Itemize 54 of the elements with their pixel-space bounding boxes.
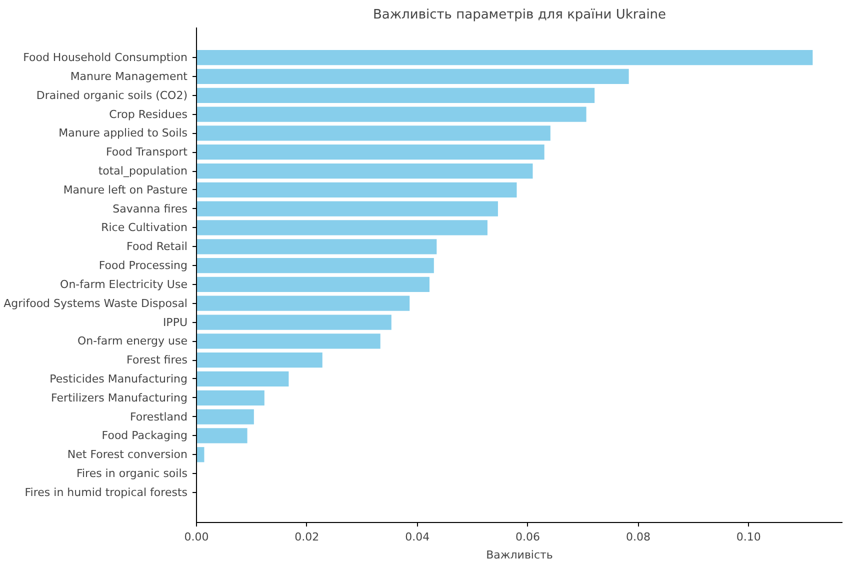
y-tick-label: Crop Residues: [109, 108, 188, 121]
bar: [196, 126, 550, 141]
chart-title: Важливість параметрів для країни Ukraine: [372, 8, 666, 22]
y-tick-label: Fires in organic soils: [76, 467, 188, 480]
y-tick-label: Pesticides Manufacturing: [50, 372, 188, 386]
bar: [196, 371, 289, 387]
bar: [196, 276, 430, 292]
y-tick-label: Savanna fires: [112, 202, 188, 216]
y-tick-label: Food Retail: [126, 240, 188, 254]
y-tick-label: Food Packaging: [102, 429, 188, 442]
bar: [196, 144, 544, 160]
x-tick-label: 0.10: [736, 530, 761, 544]
bar: [196, 163, 533, 179]
bar: [196, 239, 437, 254]
y-tick-label: On-farm energy use: [77, 334, 188, 348]
y-tick-label: Fertilizers Manufacturing: [51, 391, 188, 404]
bar: [196, 201, 498, 216]
y-tick-label: Food Transport: [106, 146, 188, 159]
bar: [196, 106, 586, 122]
y-tick-label: Food Processing: [98, 259, 188, 272]
bar: [196, 428, 248, 444]
y-tick-label: Rice Cultivation: [101, 221, 188, 234]
bar: [196, 68, 629, 84]
bar: [196, 409, 254, 424]
bar: [196, 334, 380, 349]
y-tick-label: Manure Management: [70, 70, 188, 83]
bar: [196, 352, 322, 368]
bar: [196, 182, 517, 198]
bar: [196, 314, 392, 330]
y-tick-label: Fires in humid tropical forests: [24, 486, 188, 499]
bar: [196, 258, 434, 274]
y-tick-label: Manure left on Pasture: [63, 183, 188, 196]
x-tick-label: 0.06: [516, 530, 540, 544]
y-tick-label: Net Forest conversion: [67, 448, 188, 462]
bar: [196, 390, 264, 406]
bar: [196, 88, 595, 103]
y-tick-label: Agrifood Systems Waste Disposal: [4, 296, 188, 310]
y-tick-label: total_population: [98, 164, 188, 178]
y-tick-label: Forestland: [130, 410, 188, 424]
bar: [196, 50, 813, 66]
y-tick-label: IPPU: [162, 316, 188, 329]
x-tick-label: 0.00: [184, 530, 209, 544]
y-tick-label: Food Household Consumption: [23, 51, 188, 64]
y-tick-label: Manure applied to Soils: [58, 126, 188, 140]
x-axis-title: Важливість: [486, 548, 553, 562]
y-tick-label: Forest fires: [126, 354, 188, 367]
x-tick-label: 0.08: [626, 530, 650, 544]
x-tick-label: 0.02: [294, 530, 320, 544]
y-tick-label: On-farm Electricity Use: [60, 278, 188, 291]
bar: [196, 447, 204, 462]
bar: [196, 220, 488, 236]
bar: [196, 296, 410, 311]
x-tick-label: 0.04: [405, 530, 430, 544]
y-tick-label: Drained organic soils (CO2): [36, 88, 188, 102]
